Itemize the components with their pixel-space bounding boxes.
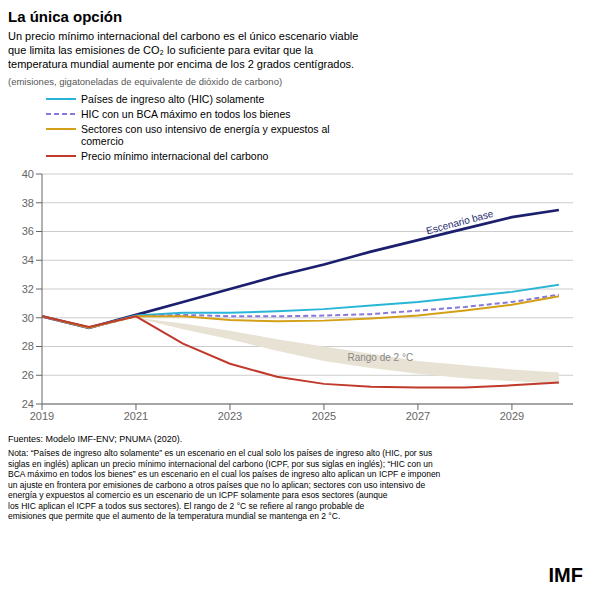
html-text:(emisiones, gigatoneladas de e: (emisiones, gigatoneladas de equivalente… [8, 76, 283, 87]
html-text:Sectores con uso intensivo de: Sectores con uso intensivo de energía y … [81, 123, 330, 147]
html-text:Un precio mínimo internacional: Un precio mínimo internacional del carbo… [8, 30, 359, 70]
svg-text:28: 28 [22, 340, 34, 352]
svg-text:36: 36 [22, 225, 34, 237]
svg-text:30: 30 [22, 312, 34, 324]
html-text:IMF: IMF [548, 564, 583, 586]
svg-text:2027: 2027 [406, 410, 430, 422]
svg-text:38: 38 [22, 197, 34, 209]
svg-text:2019: 2019 [30, 410, 54, 422]
svg-text:Escenario base: Escenario base [425, 208, 495, 237]
html-text:Países de ingreso alto (HIC) s: Países de ingreso alto (HIC) solamente [81, 93, 265, 105]
svg-text:26: 26 [22, 369, 34, 381]
svg-text:40: 40 [22, 168, 34, 180]
svg-text:2021: 2021 [124, 410, 148, 422]
html-text:Nota: “Países de ingreso alto: Nota: “Países de ingreso alto solamente”… [8, 448, 441, 521]
svg-text:Rango de 2 °C: Rango de 2 °C [347, 352, 413, 363]
html-text:La única opción: La única opción [8, 8, 123, 25]
html-text:Fuentes: Modelo IMF-ENV; PNUMA: Fuentes: Modelo IMF-ENV; PNUMA (2020). [8, 434, 183, 444]
svg-text:32: 32 [22, 283, 34, 295]
svg-text:24: 24 [22, 398, 34, 410]
html-text:HIC con un BCA máximo en todos: HIC con un BCA máximo en todos los biene… [81, 108, 291, 120]
html-text:Precio mínimo internacional de: Precio mínimo internacional del carbono [81, 150, 269, 162]
svg-text:2025: 2025 [312, 410, 336, 422]
svg-text:2023: 2023 [218, 410, 242, 422]
svg-text:34: 34 [22, 254, 34, 266]
svg-text:2029: 2029 [500, 410, 524, 422]
